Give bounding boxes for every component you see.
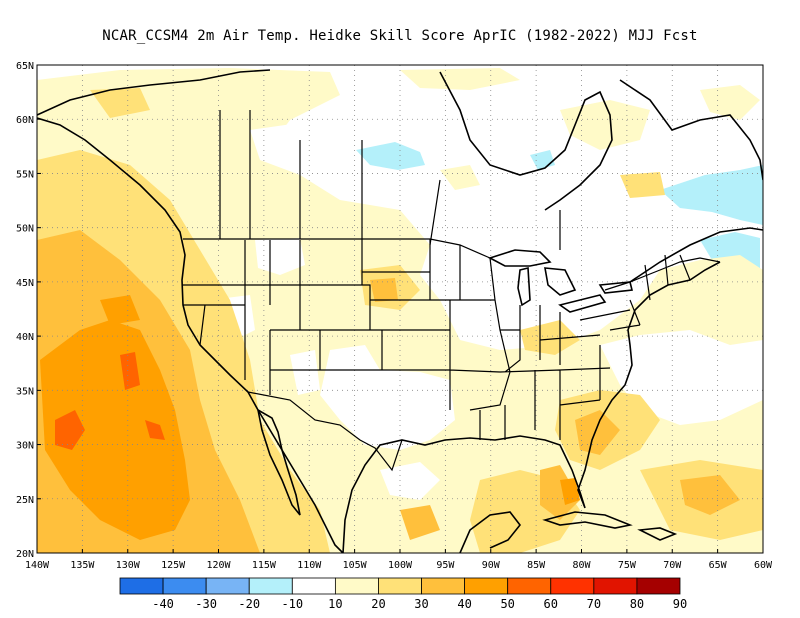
colorbar-label: 30	[414, 597, 428, 611]
longitude-labels: 140W 135W 130W 125W 120W 115W 110W 105W 100W 95W 9…	[25, 549, 773, 571]
longitude-tick-label: 130W	[116, 560, 141, 571]
colorbar-label: 40	[457, 597, 471, 611]
latitude-labels: 65N 60N 55N 50N 45N 40N 35N 30N 25N 20N	[16, 61, 41, 560]
longitude-tick-label: 100W	[388, 560, 413, 571]
colorbar-swatch	[507, 577, 552, 595]
latitude-tick-label: 60N	[16, 115, 34, 126]
colorbar-label: 60	[544, 597, 558, 611]
colorbar-label: -10	[281, 597, 303, 611]
longitude-tick-label: 60W	[754, 560, 773, 571]
colorbar: -40 -30 -20 -10 10 20 30 40 50 60 70 80 90	[119, 577, 687, 611]
yucatan-coast	[459, 511, 522, 553]
colorbar-label: 70	[587, 597, 601, 611]
lake-huron	[544, 267, 577, 296]
longitude-tick-label: 95W	[436, 560, 455, 571]
colorbar-label: 20	[371, 597, 385, 611]
colorbar-swatch	[464, 577, 509, 595]
colorbar-swatch	[421, 577, 466, 595]
longitude-tick-label: 65W	[709, 560, 728, 571]
longitude-tick-label: 140W	[25, 560, 50, 571]
colorbar-label: -20	[238, 597, 260, 611]
colorbar-label: -40	[152, 597, 174, 611]
colorbar-swatch	[119, 577, 164, 595]
latitude-tick-label: 20N	[16, 549, 34, 560]
latitude-tick-label: 25N	[16, 495, 34, 506]
colorbar-label: -30	[195, 597, 217, 611]
cuba-outline	[542, 511, 633, 529]
hispaniola-outline	[637, 527, 678, 541]
labrador-coast	[619, 79, 763, 181]
us-canada-border	[183, 238, 491, 259]
political-borders	[183, 110, 721, 472]
colorbar-swatch	[378, 577, 422, 595]
colorbar-label: 90	[673, 597, 687, 611]
colorbar-swatch	[248, 577, 293, 595]
latitude-tick-label: 65N	[16, 61, 34, 72]
map-title: NCAR_CCSM4 2m Air Temp. Heidke Skill Sco…	[102, 28, 698, 44]
longitude-tick-label: 75W	[618, 560, 637, 571]
longitude-tick-label: 80W	[572, 560, 591, 571]
colorbar-swatch	[636, 577, 681, 595]
skill-40-50-areas	[40, 295, 580, 540]
longitude-tick-label: 125W	[161, 560, 186, 571]
lake-michigan	[517, 266, 531, 307]
colorbar-label: 50	[500, 597, 514, 611]
baja-california-coast	[256, 408, 301, 516]
canada-provincial-lines	[219, 110, 561, 250]
lake-ontario	[598, 281, 633, 294]
latitude-tick-label: 45N	[16, 278, 34, 289]
hudson-bay-coast	[439, 71, 613, 211]
alaska-coast	[37, 69, 271, 116]
latitude-tick-label: 35N	[16, 386, 34, 397]
latitude-tick-label: 50N	[16, 224, 34, 235]
latitude-tick-label: 40N	[16, 332, 34, 343]
st-lawrence-river	[629, 227, 763, 283]
longitude-tick-label: 90W	[482, 560, 501, 571]
longitude-tick-label: 105W	[343, 560, 368, 571]
latitude-tick-label: 30N	[16, 441, 34, 452]
colorbar-swatch	[291, 577, 336, 595]
skill-score-shading	[37, 68, 763, 553]
state-lines	[183, 239, 691, 440]
colorbar-swatch	[593, 577, 638, 595]
colorbar-swatch	[550, 577, 595, 595]
latitude-tick-label: 55N	[16, 169, 34, 180]
lake-superior	[487, 249, 552, 267]
us-mexico-border	[247, 391, 403, 472]
skill-50-60-areas	[55, 352, 165, 450]
colorbar-swatch	[162, 577, 207, 595]
longitude-tick-label: 85W	[527, 560, 546, 571]
longitude-tick-label: 135W	[70, 560, 95, 571]
us-canada-border-east	[604, 257, 721, 291]
colorbar-swatch	[334, 577, 379, 595]
longitude-tick-label: 115W	[252, 560, 277, 571]
colorbar-label: 10	[328, 597, 342, 611]
colorbar-label: 80	[630, 597, 644, 611]
longitude-tick-label: 110W	[297, 560, 322, 571]
longitude-tick-label: 70W	[663, 560, 682, 571]
lake-erie	[558, 294, 607, 313]
colorbar-swatch	[205, 577, 250, 595]
longitude-tick-label: 120W	[206, 560, 231, 571]
